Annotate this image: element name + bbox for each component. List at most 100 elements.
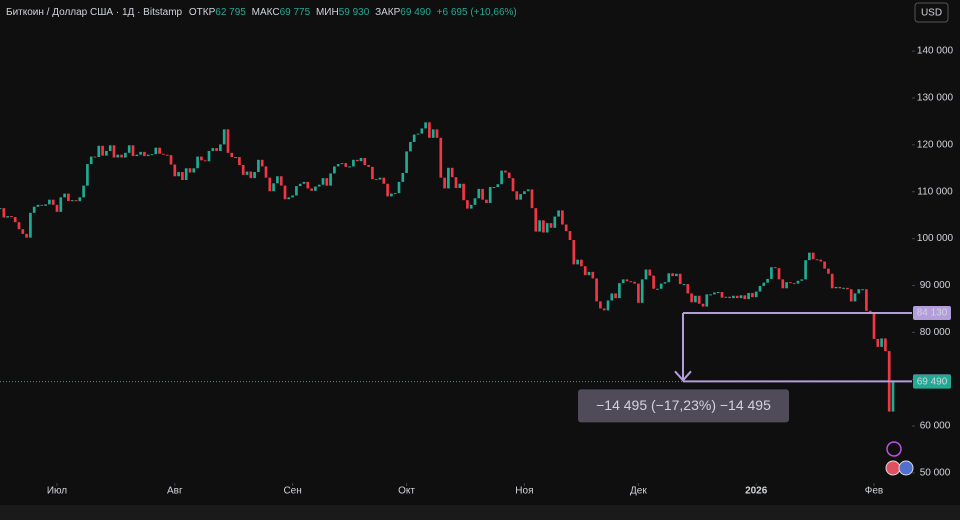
candle: [542, 220, 545, 233]
candle: [728, 296, 731, 299]
candle: [557, 210, 560, 217]
candle: [523, 191, 526, 195]
candle: [295, 186, 298, 196]
candle: [116, 154, 120, 158]
candle: [526, 189, 530, 192]
candle: [580, 259, 583, 267]
candle: [397, 181, 401, 194]
candle: [861, 289, 864, 291]
candle: [519, 194, 522, 200]
candle: [610, 293, 614, 301]
x-tick-label: Окт: [398, 486, 415, 497]
candle: [671, 273, 674, 277]
candle: [716, 292, 720, 294]
candle: [431, 129, 435, 138]
candle: [477, 188, 481, 199]
candle: [846, 287, 849, 290]
candle: [781, 279, 785, 289]
candle: [329, 173, 332, 186]
candle: [659, 283, 663, 289]
candle: [880, 338, 883, 347]
candle: [652, 275, 655, 289]
candle: [564, 224, 568, 232]
candle: [853, 293, 857, 302]
candle: [131, 145, 135, 157]
y-tick-label: 100 000: [917, 233, 954, 244]
candle: [154, 147, 158, 155]
candle: [868, 310, 872, 313]
candle: [196, 156, 199, 169]
candle: [777, 268, 781, 280]
candle: [648, 269, 652, 276]
candle: [739, 295, 743, 299]
event-icon[interactable]: [886, 441, 902, 457]
y-tick-label: 140 000: [917, 46, 954, 57]
candle: [606, 300, 610, 311]
candle: [222, 129, 226, 145]
candle: [549, 223, 553, 228]
candle: [382, 177, 386, 184]
candle: [245, 171, 249, 175]
candle: [291, 195, 294, 198]
candle: [644, 269, 648, 280]
currency-button[interactable]: [914, 2, 949, 23]
candle: [701, 303, 705, 307]
candle: [424, 122, 427, 129]
currency: USD: [921, 8, 942, 19]
candle: [443, 177, 446, 189]
candle: [352, 159, 355, 167]
price-label-box: [913, 374, 951, 389]
flag-icon[interactable]: [885, 460, 901, 476]
candle: [568, 231, 572, 240]
candle: [770, 267, 773, 279]
candle: [333, 166, 336, 174]
open-label: ОТКР: [189, 7, 216, 18]
candle: [44, 204, 47, 206]
candle: [785, 282, 788, 289]
candle: [336, 164, 340, 167]
candle: [819, 259, 823, 262]
candle: [302, 181, 306, 184]
candle: [405, 151, 408, 173]
candle: [272, 183, 275, 192]
candle: [458, 183, 462, 188]
candle: [876, 338, 880, 347]
candle: [13, 217, 17, 223]
candle: [663, 282, 667, 284]
candle: [439, 137, 443, 178]
x-tick-label: Июл: [47, 486, 67, 497]
candle: [184, 168, 188, 180]
candle: [207, 150, 211, 162]
candle: [504, 170, 507, 173]
candle: [55, 204, 59, 212]
candle: [203, 160, 207, 162]
candle: [488, 187, 492, 203]
candle: [762, 282, 766, 286]
y-tick-label: 80 000: [920, 327, 951, 338]
candle: [158, 147, 161, 154]
high-value: 69 775: [280, 7, 311, 18]
candle: [804, 260, 807, 280]
candle: [215, 148, 218, 151]
candle: [675, 273, 678, 277]
candle: [97, 145, 101, 158]
candle: [412, 134, 416, 143]
y-tick-label: 90 000: [920, 280, 951, 291]
candle: [386, 183, 389, 197]
candle: [595, 278, 598, 302]
candle: [321, 178, 325, 185]
candle: [219, 144, 222, 151]
candle: [743, 295, 747, 300]
flag-icon[interactable]: [898, 460, 914, 476]
candle: [70, 200, 74, 202]
candle: [17, 222, 21, 230]
candle: [891, 381, 895, 412]
candle: [428, 122, 431, 138]
candle: [625, 279, 629, 282]
candle: [705, 294, 709, 307]
candle: [211, 148, 215, 151]
candle: [401, 172, 405, 182]
candle: [583, 266, 587, 276]
candle: [511, 178, 515, 192]
candle: [264, 166, 268, 178]
